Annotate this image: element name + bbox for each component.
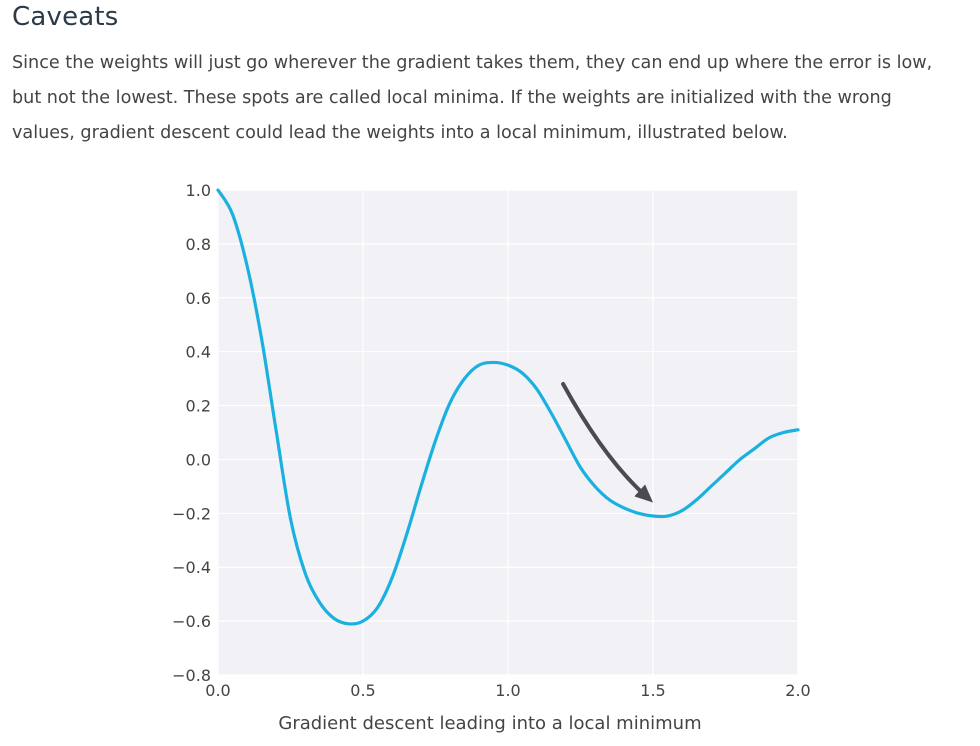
y-tick-label: −0.6 — [172, 612, 211, 631]
x-tick-label: 0.0 — [205, 681, 230, 700]
y-tick-label: 1.0 — [186, 181, 211, 200]
y-tick-label: −0.2 — [172, 504, 211, 523]
y-tick-label: 0.4 — [186, 343, 211, 362]
x-tick-label: 1.5 — [640, 681, 665, 700]
section-title: Caveats — [12, 2, 119, 32]
paragraph-line: but not the lowest. These spots are call… — [12, 88, 892, 108]
paragraph-line: values, gradient descent could lead the … — [12, 123, 788, 143]
y-tick-label: −0.4 — [172, 558, 211, 577]
y-tick-label: 0.6 — [186, 289, 211, 308]
x-tick-label: 0.5 — [350, 681, 375, 700]
y-tick-label: 0.8 — [186, 235, 211, 254]
intro-paragraph: Since the weights will just go wherever … — [12, 46, 974, 151]
arrow-head — [634, 484, 653, 503]
local-minimum-chart: 0.0 0.5 1.0 1.5 2.0 1.0 0.8 0.6 0.4 0.2 0.0 −0.2 −0.… — [172, 181, 811, 700]
x-tick-label: 1.0 — [495, 681, 520, 700]
chart-caption: Gradient descent leading into a local mi… — [278, 713, 702, 734]
loss-curve-line — [216, 188, 800, 626]
paragraph-line: Since the weights will just go wherever … — [12, 53, 933, 73]
arrow-shaft — [561, 382, 647, 497]
y-tick-label: −0.8 — [172, 666, 211, 685]
y-tick-label: 0.2 — [186, 397, 211, 416]
y-tick-label: 0.0 — [186, 450, 211, 469]
x-tick-label: 2.0 — [785, 681, 810, 700]
